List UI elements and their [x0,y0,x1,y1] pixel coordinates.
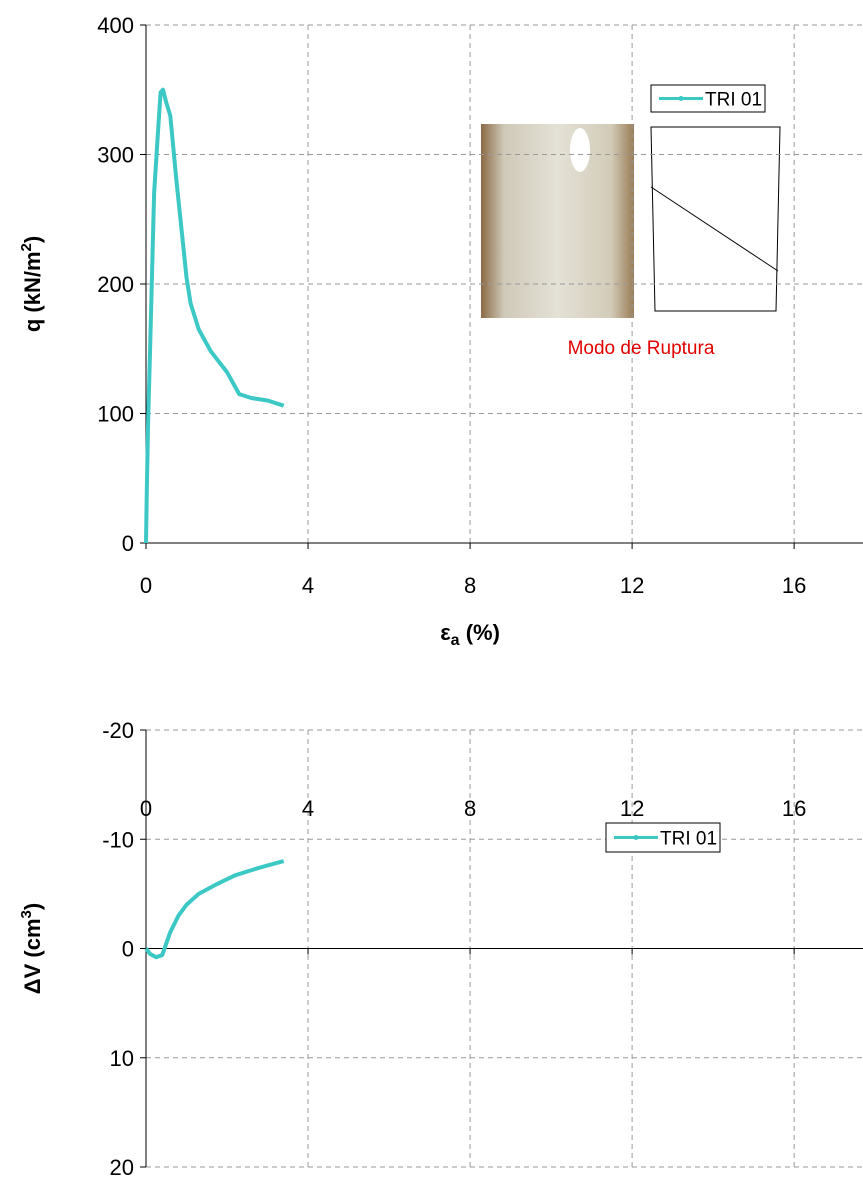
x-label-sub: a [451,632,460,649]
y-tick-label: 0 [122,937,134,962]
y-label-text: ΔV (cm [20,918,45,994]
y-tick-label: 20 [110,1155,134,1180]
x-axis-label: εa (%) [440,620,500,649]
x-label-symbol: ε [440,620,451,645]
y-label-sup: 3 [18,910,35,918]
y-tick-label: 100 [97,402,134,427]
y-label-end: ) [20,903,45,910]
x-tick-label: 12 [620,573,644,598]
legend-label: TRI 01 [660,829,717,850]
data-line [144,87,285,544]
y-tick-label: 10 [110,1046,134,1071]
rupture-diagram [650,126,781,312]
x-tick-label: 8 [464,573,476,598]
legend-marker [678,96,684,101]
x-tick-label: 8 [464,796,476,821]
x-tick-label: 4 [302,796,314,821]
y-label-text: q (kN/m [20,251,45,332]
legend-marker [633,835,639,840]
y-axis-label: ΔV (cm3) [18,903,45,994]
y-tick-label: 300 [97,143,134,168]
x-tick-label: 4 [302,573,314,598]
y-label-sup: 2 [18,243,35,251]
data-line [144,859,285,960]
annotation: Modo de Ruptura [568,338,715,359]
y-tick-label: -20 [102,718,134,743]
x-tick-label: 16 [782,573,806,598]
y-axis-label: q (kN/m2) [18,236,45,332]
y-label-end: ) [20,236,45,243]
y-tick-label: 400 [97,13,134,38]
x-tick-label: 16 [782,796,806,821]
x-tick-label: 0 [140,573,152,598]
x-tick-label: 12 [620,796,644,821]
y-tick-label: -10 [102,827,134,852]
x-label-unit: (%) [460,620,500,645]
legend-label: TRI 01 [705,90,762,111]
photo-highlight [570,128,590,172]
y-tick-label: 0 [122,531,134,556]
y-tick-label: 200 [97,272,134,297]
rupture-plane [650,186,779,272]
sample-photo [481,124,634,318]
